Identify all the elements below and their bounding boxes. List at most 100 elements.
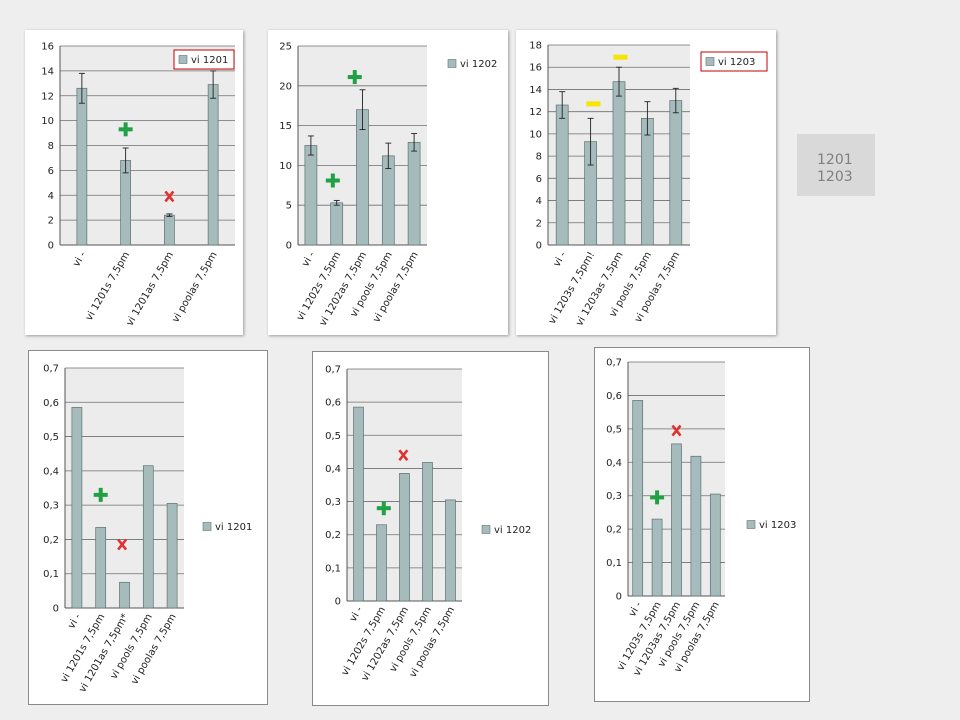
plus-marker: [650, 490, 665, 505]
bar: [632, 400, 644, 597]
y-tick-label: 15: [279, 121, 292, 132]
chart-1201-bottom: 0 0,1 0,2 0,3 0,4 0,5 0,6 0,7 vi - vi 1201s 7,5pm…: [28, 350, 268, 705]
legend-swatch: [447, 59, 457, 68]
y-tick-label: 14: [41, 66, 54, 77]
minus-marker: [586, 101, 601, 107]
y-tick-label: 0,1: [606, 558, 622, 569]
legend-label: vi 1203: [718, 57, 755, 68]
y-tick-label: 0: [616, 592, 622, 603]
x-tick-label: vi -: [552, 250, 569, 269]
plus-marker: [118, 122, 133, 137]
y-tick-label: 4: [48, 191, 54, 202]
y-tick-label: 12: [529, 107, 542, 118]
x-marker-b: [671, 424, 682, 437]
y-tick-label: 2: [48, 216, 54, 227]
x-tick-label: vi -: [71, 250, 88, 269]
x-tick-label: vi -: [300, 250, 317, 269]
bar: [376, 524, 387, 602]
y-tick-label: 0,7: [325, 365, 341, 376]
y-tick-label: 6: [536, 174, 542, 185]
y-tick-label: 0,5: [606, 424, 622, 435]
bar: [142, 465, 154, 609]
bar: [709, 493, 721, 597]
plus-marker-v: [381, 501, 386, 516]
bar: [95, 527, 107, 609]
y-tick-label: 0,3: [325, 497, 341, 508]
bar: [304, 145, 318, 246]
legend-label: vi 1202: [460, 59, 497, 70]
legend-frame: [700, 51, 768, 72]
y-tick-label: 0,3: [43, 501, 59, 512]
legend-swatch: [202, 522, 212, 531]
y-tick-label: 0,5: [43, 432, 59, 443]
legend-label: vi 1201: [191, 55, 228, 66]
y-tick-label: 0,2: [325, 530, 341, 541]
y-tick-label: 20: [279, 81, 292, 92]
legend-label: vi 1202: [494, 525, 531, 536]
y-tick-label: 14: [529, 85, 542, 96]
x-marker-b: [164, 190, 175, 203]
bar: [690, 455, 702, 597]
bar: [612, 81, 626, 246]
y-tick-label: 4: [536, 196, 542, 207]
y-tick-label: 18: [529, 41, 542, 52]
chart-svg: 00,10,20,30,40,50,60,7vi -vi 1203s 7,5pm…: [606, 358, 796, 679]
y-tick-label: 10: [529, 129, 542, 140]
y-tick-label: 2: [536, 218, 542, 229]
y-tick-label: 0: [286, 241, 292, 252]
x-marker: [117, 538, 128, 551]
x-tick-label: vi -: [348, 605, 365, 624]
bar: [445, 499, 456, 602]
bar: [353, 406, 364, 602]
bar: [381, 155, 395, 246]
plus-marker: [93, 487, 108, 502]
x-tick-label: vi poolas 7,5pm: [129, 612, 178, 687]
plus-marker: [347, 70, 362, 85]
y-tick-label: 0,4: [43, 466, 59, 477]
y-tick-label: 0: [536, 241, 542, 252]
x-tick-label: vi 1201as 7,5pm: [125, 250, 176, 328]
x-marker: [671, 424, 682, 437]
y-tick-label: 0: [335, 597, 341, 608]
x-tick-label: vi 1201s 7,5pm: [84, 250, 132, 323]
note-line-1: 1201: [817, 152, 853, 168]
legend-swatch: [705, 57, 715, 66]
chart-1203-top: 0 2 4 6 8 10 12 14 16 18 vi - vi 1203s 7,5pm! vi 120…: [516, 30, 776, 335]
y-tick-label: 0,6: [325, 398, 341, 409]
y-tick-label: 0,3: [606, 491, 622, 502]
note-box: 1201 1203: [797, 134, 875, 196]
y-tick-label: 12: [41, 91, 54, 102]
bar: [399, 473, 410, 602]
bar: [166, 503, 178, 609]
plus-marker-v: [98, 487, 103, 502]
bar: [671, 443, 682, 597]
legend-frame: [173, 49, 235, 70]
y-tick-label: 10: [279, 161, 292, 172]
y-tick-label: 0,5: [325, 431, 341, 442]
chart-1202-top: 0 5 10 15 20 25 vi - vi 1202s 7,5pm vi 1202as 7,…: [268, 30, 508, 335]
bar: [207, 84, 219, 246]
y-tick-label: 0,7: [43, 364, 59, 375]
plot-area: [65, 368, 184, 608]
x-marker-b: [117, 538, 128, 551]
bar: [119, 581, 130, 609]
y-tick-label: 25: [279, 42, 292, 53]
bar: [330, 202, 344, 246]
chart-1201-top: 0 2 4 6 8 10 12 14 16 vi - vi 1201s 7,5pm vi 1201as…: [25, 30, 243, 335]
legend-swatch: [746, 520, 756, 529]
plus-marker-v: [655, 490, 660, 505]
x-tick-label: vi -: [627, 600, 644, 619]
plus-marker: [376, 501, 391, 516]
y-tick-label: 0,4: [325, 464, 341, 475]
y-tick-label: 8: [536, 152, 542, 163]
y-tick-label: 0: [48, 241, 54, 252]
y-tick-label: 0,2: [606, 525, 622, 536]
plus-marker-v: [352, 70, 357, 85]
bar: [407, 141, 421, 246]
bar: [164, 214, 175, 246]
x-marker: [398, 449, 409, 461]
legend-label: vi 1201: [215, 522, 252, 533]
